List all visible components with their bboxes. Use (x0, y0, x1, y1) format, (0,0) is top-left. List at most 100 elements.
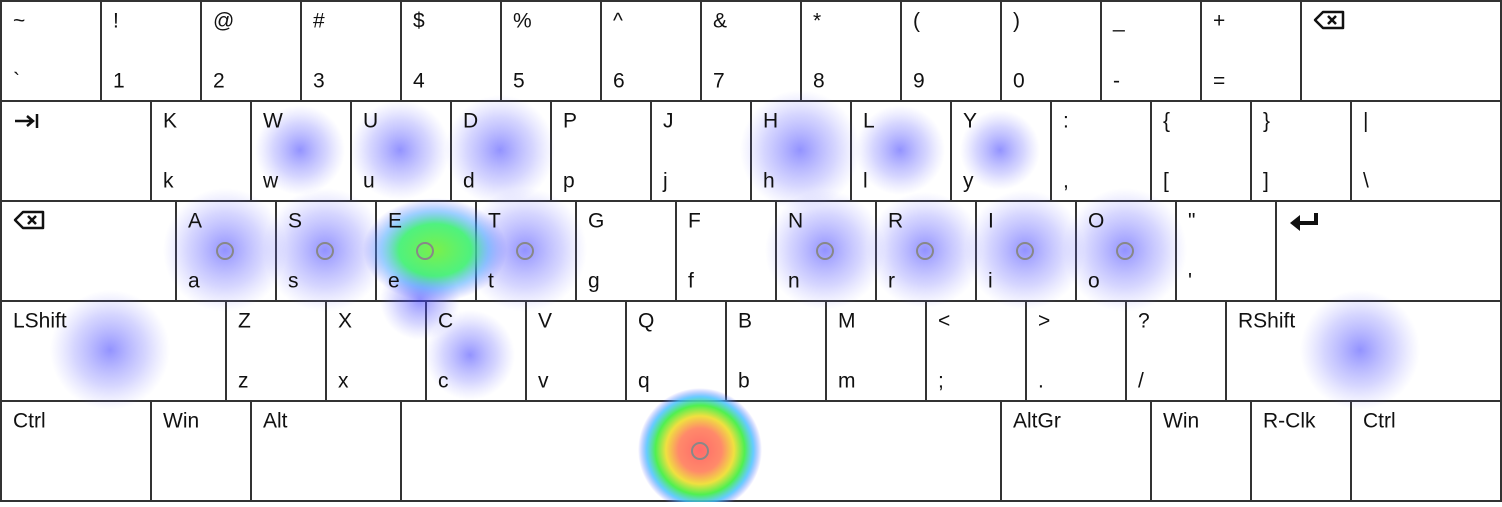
key (0, 200, 177, 302)
backspace-icon (13, 210, 45, 230)
key-upper: % (513, 10, 532, 33)
key-lower: z (238, 370, 249, 393)
key-lower: = (1213, 70, 1225, 93)
key-upper: { (1163, 110, 1170, 133)
heat-spot (1063, 188, 1187, 312)
key (900, 0, 1002, 102)
key-lower: v (538, 370, 549, 393)
key-label: LShift (13, 310, 67, 333)
key-lower: [ (1163, 170, 1169, 193)
key-upper: V (538, 310, 552, 333)
key-upper: B (738, 310, 752, 333)
key (525, 300, 627, 402)
heat-spot (350, 100, 450, 200)
key-lower: ] (1263, 170, 1269, 193)
heat-spot (255, 105, 345, 195)
heat-spot (1300, 290, 1420, 410)
key (150, 100, 252, 202)
key-lower: r (888, 270, 895, 293)
key (0, 0, 102, 102)
key-upper: O (1088, 210, 1104, 233)
key (150, 400, 252, 502)
key-lower: 4 (413, 70, 425, 93)
key (0, 100, 152, 202)
key-upper: S (288, 210, 302, 233)
key (650, 100, 752, 202)
key (700, 0, 802, 102)
key-lower: - (1113, 70, 1120, 93)
key-lower: 1 (113, 70, 125, 93)
key (1150, 400, 1252, 502)
key-lower: l (863, 170, 868, 193)
key-lower: \ (1363, 170, 1369, 193)
key (1350, 400, 1502, 502)
key-upper: + (1213, 10, 1225, 33)
key-upper: W (263, 110, 283, 133)
key-upper: < (938, 310, 950, 333)
key-label: AltGr (1013, 410, 1061, 433)
key-lower: 0 (1013, 70, 1025, 93)
key-upper: ? (1138, 310, 1150, 333)
home-marker (1016, 242, 1034, 260)
key (200, 0, 302, 102)
key (0, 400, 152, 502)
heat-spot (445, 95, 555, 205)
key-lower: ; (938, 370, 944, 393)
key-upper: ~ (13, 10, 25, 33)
key (1250, 400, 1352, 502)
heat-spot (50, 290, 170, 410)
key-lower: j (662, 170, 668, 193)
key-lower: y (963, 170, 974, 193)
key-upper: * (813, 10, 821, 33)
key-labels: ~ `! 1 @2 #3 $4% 5 ^ 6 & 7 * 8 (9) 0 _ - + = Kk Ww Uu Dd Pp Jj Hh… (13, 10, 1396, 433)
heat-spot (263, 188, 387, 312)
key-upper: ! (113, 10, 119, 33)
key (625, 300, 727, 402)
heat-spot (163, 188, 287, 312)
heat-spot (965, 190, 1085, 310)
key (1100, 0, 1202, 102)
key-upper: A (188, 210, 202, 233)
key-label: RShift (1238, 310, 1295, 333)
key-upper: ( (913, 10, 920, 33)
key-lower: n (788, 270, 800, 293)
heat-spot (855, 105, 945, 195)
key-upper: & (713, 10, 727, 33)
key-upper: R (888, 210, 903, 233)
home-marker (691, 442, 709, 460)
key-lower: ' (1188, 270, 1192, 293)
key-upper: E (388, 210, 402, 233)
key (225, 300, 327, 402)
key-lower: g (588, 270, 600, 293)
enter-icon (1298, 213, 1318, 225)
heat-spot (765, 190, 885, 310)
key-lower: s (288, 270, 299, 293)
home-marker (216, 242, 234, 260)
key-label: Ctrl (13, 410, 46, 433)
heat-spot (960, 110, 1040, 190)
key (1275, 200, 1502, 302)
key-lower: 5 (513, 70, 525, 93)
key-lower: c (438, 370, 449, 393)
key-lower: x (338, 370, 349, 393)
key (500, 0, 602, 102)
key-label: R-Clk (1263, 410, 1316, 433)
key-upper: } (1263, 110, 1270, 133)
key-lower: f (688, 270, 694, 293)
key-lower: p (563, 170, 575, 193)
key-lower: 3 (313, 70, 325, 93)
key-upper: @ (213, 10, 234, 33)
key-label: Alt (263, 410, 288, 433)
key-upper: # (313, 10, 325, 33)
key-lower: / (1138, 370, 1144, 393)
key-upper: N (788, 210, 803, 233)
enter-icon (1290, 215, 1300, 231)
key-upper: P (563, 110, 577, 133)
key-upper: U (363, 110, 378, 133)
key-upper: " (1188, 210, 1195, 233)
key-lower: u (363, 170, 375, 193)
key-lower: m (838, 370, 856, 393)
key-lower: h (763, 170, 775, 193)
